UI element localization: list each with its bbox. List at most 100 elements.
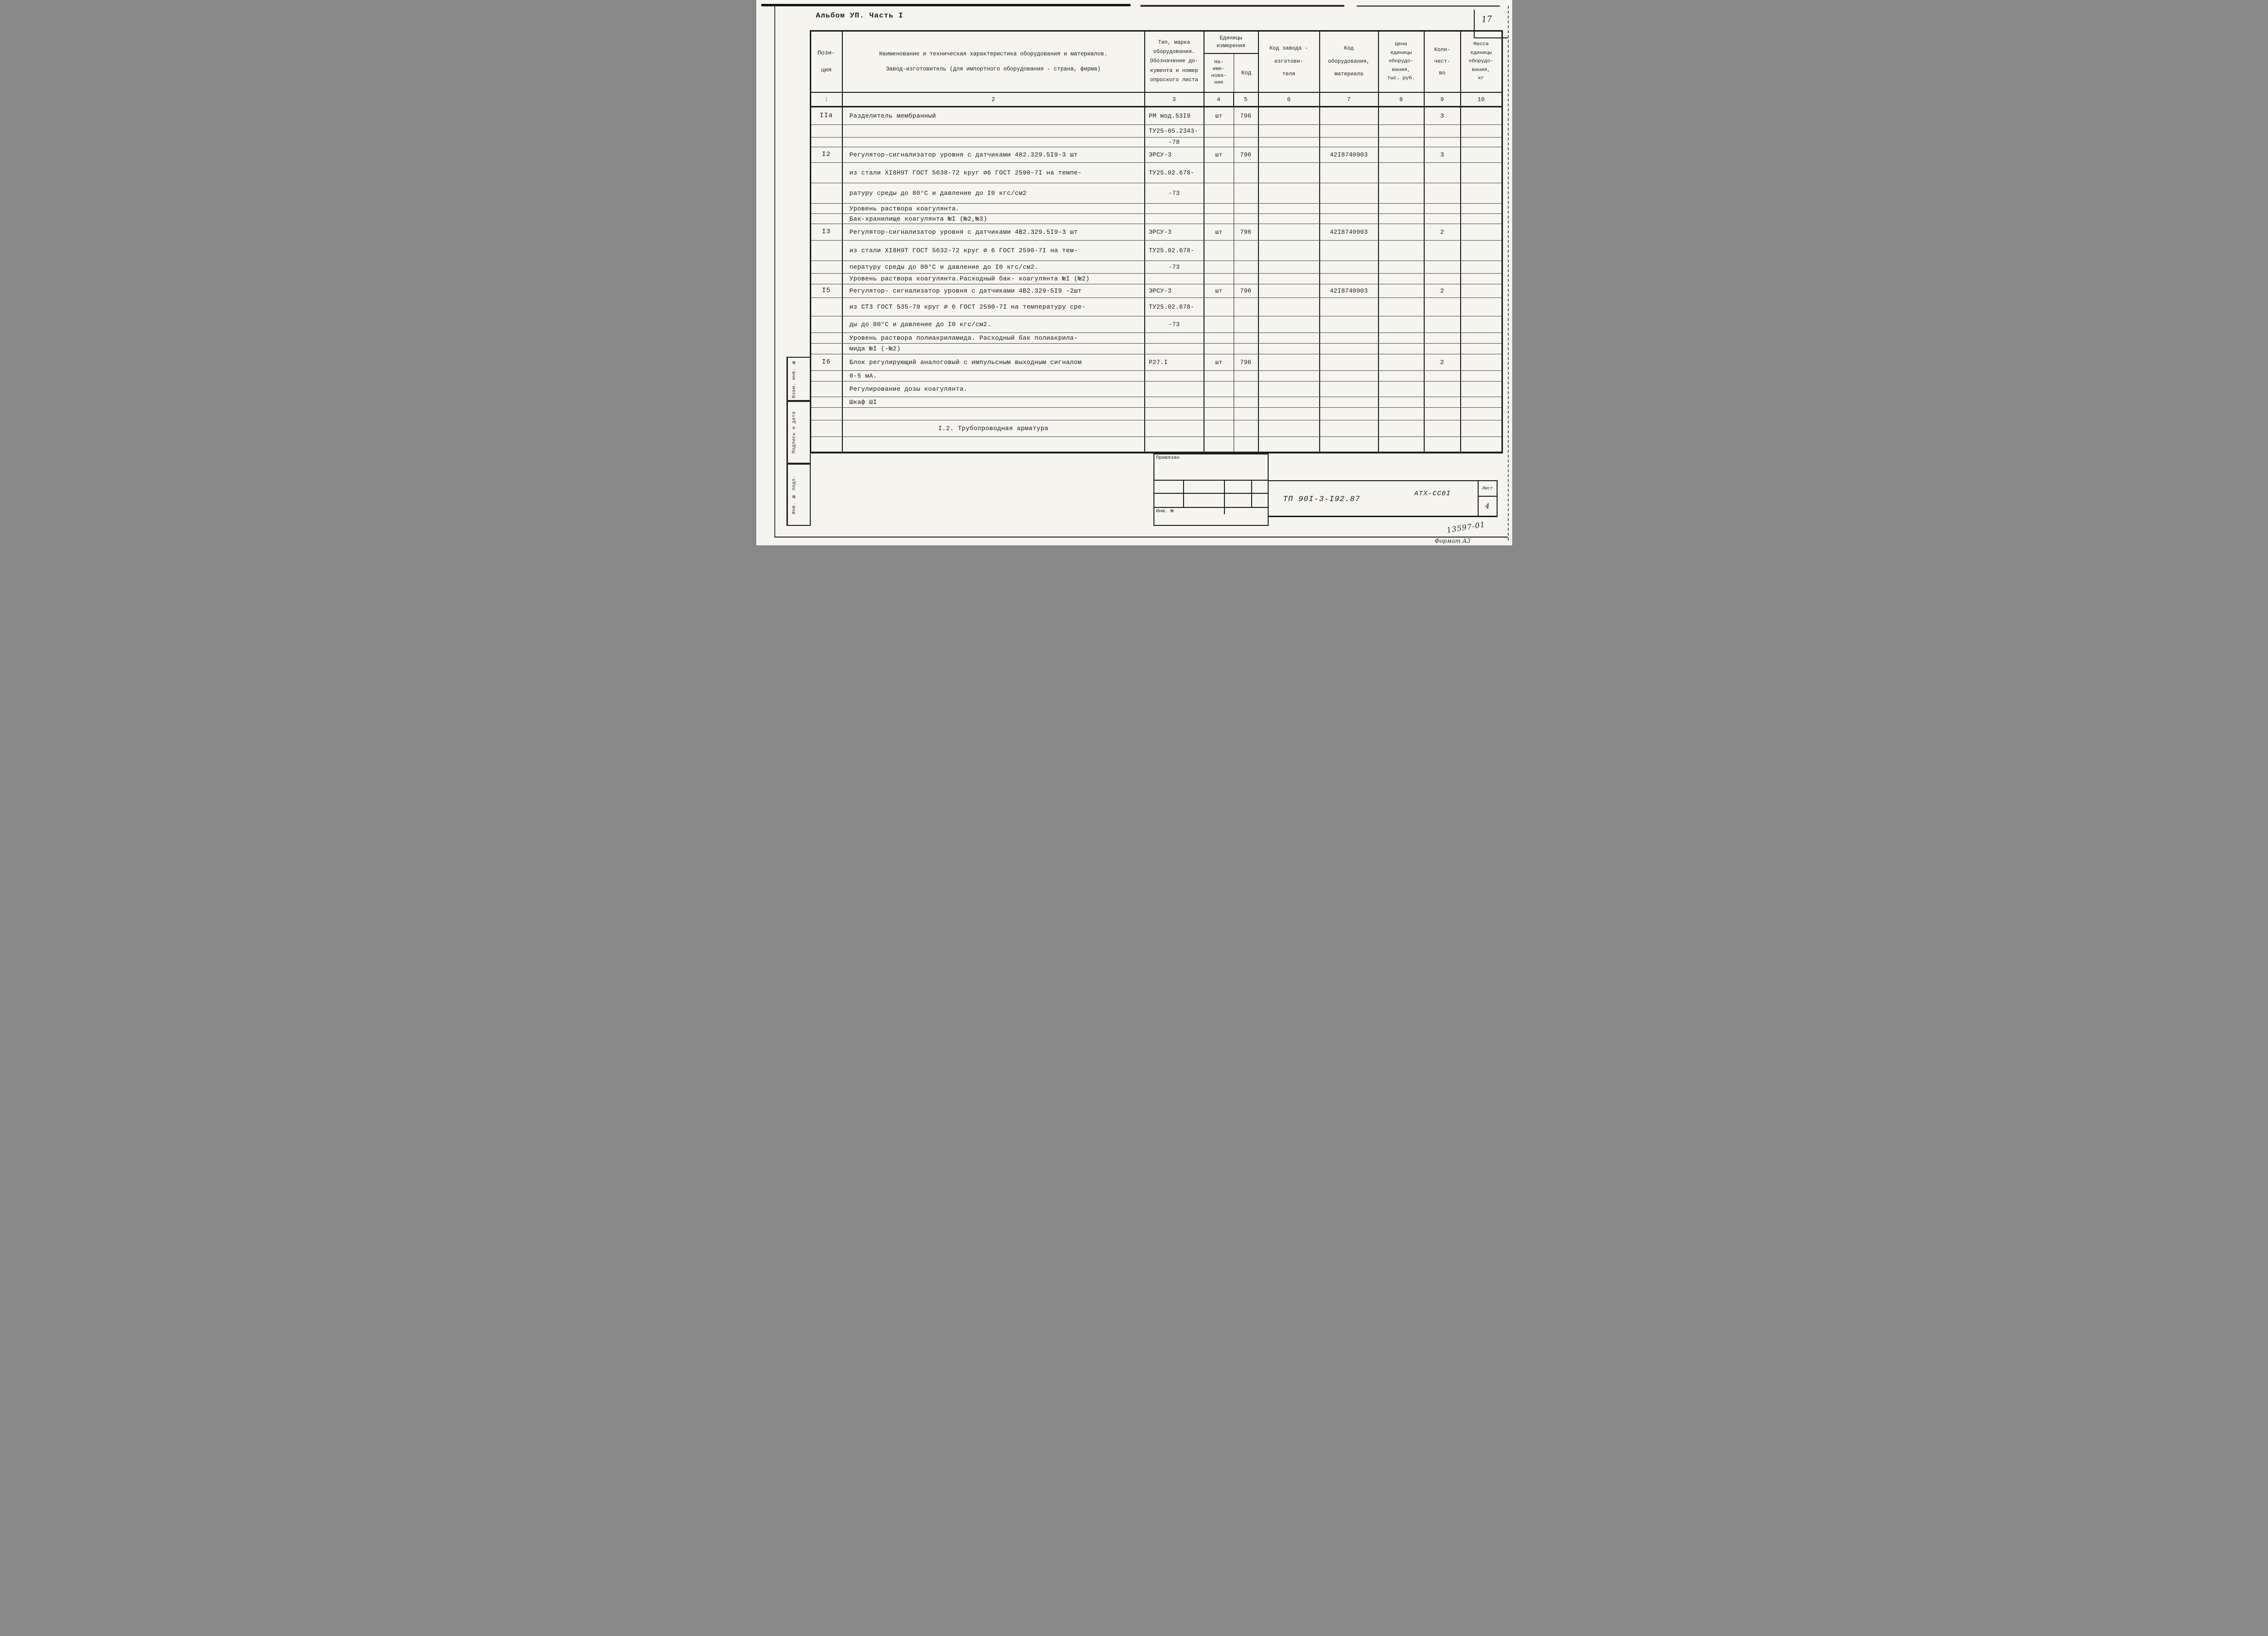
cell-mass xyxy=(1461,344,1501,354)
table-row: ратуру среды до 80°С и давление до I0 кг… xyxy=(811,183,1501,204)
column-number: 5 xyxy=(1234,93,1259,106)
cell-mass xyxy=(1461,354,1501,370)
table-row: -78 xyxy=(811,138,1501,147)
cell-name xyxy=(843,125,1145,137)
table-header-row: Пози- ция Наименование и техническая хар… xyxy=(811,32,1501,93)
col-header-equip-code: Код оборудования, материала xyxy=(1320,32,1379,92)
stamp-row: Привязан xyxy=(1154,454,1268,481)
cell-code xyxy=(1234,382,1259,397)
table-row: IIa Разделитель мембранный РМ мод.53I9 шт 79… xyxy=(811,107,1501,125)
cell-equip xyxy=(1320,214,1379,224)
sheet-label: Лист xyxy=(1478,481,1497,497)
scan-streak xyxy=(1356,5,1500,7)
cell-name: Регулятор- сигнализатор уровня с датчика… xyxy=(843,284,1145,297)
cell-equip xyxy=(1320,316,1379,332)
cell-unit xyxy=(1204,261,1234,273)
cell-name: 0-5 мА. xyxy=(843,371,1145,381)
table-row: I5 Регулятор- сигнализатор уровня с датчи… xyxy=(811,284,1501,298)
column-number: 9 xyxy=(1425,93,1461,106)
column-number: 8 xyxy=(1379,93,1425,106)
cell-equip: 42I8740903 xyxy=(1320,224,1379,240)
cell-name xyxy=(843,437,1145,452)
cell-code: 796 xyxy=(1234,284,1259,297)
cell-name: ды до 80°С и давление до I0 кгс/см2. xyxy=(843,316,1145,332)
table-row: Уровень раствора коагулянта. xyxy=(811,204,1501,214)
cell-unit xyxy=(1204,397,1234,407)
cell-equip xyxy=(1320,344,1379,354)
col-header-unit-group: Единицы измерения На- име- нова- ние Код xyxy=(1204,32,1259,92)
cell-code xyxy=(1234,241,1259,261)
cell-mass xyxy=(1461,397,1501,407)
cell-code xyxy=(1234,344,1259,354)
col-header-name-line1: Наименование и техническая характеристик… xyxy=(879,51,1108,57)
cell-unit xyxy=(1204,274,1234,284)
cell-price xyxy=(1379,224,1425,240)
cell-mass xyxy=(1461,214,1501,224)
cell-equip xyxy=(1320,333,1379,343)
table-row: I6 Блок регулирующий аналоговый с импульс… xyxy=(811,354,1501,371)
table-row: мида №I (-№2) xyxy=(811,344,1501,354)
cell-name: Уровень раствора коагулянта. xyxy=(843,204,1145,213)
title-block: ТП 90I-3-I92.87 АТХ-СС0I Лист 4 xyxy=(1268,480,1498,517)
cell-unit xyxy=(1204,382,1234,397)
cell-plant xyxy=(1259,397,1320,407)
cell-plant xyxy=(1259,437,1320,452)
stamp-cell xyxy=(1184,494,1225,507)
cell-pos xyxy=(811,397,843,407)
column-number: 3 xyxy=(1145,93,1204,106)
cell-unit xyxy=(1204,437,1234,452)
cell-qty xyxy=(1425,382,1461,397)
cell-code: 796 xyxy=(1234,354,1259,370)
stamp-cell xyxy=(1225,494,1252,507)
project-code: АТХ-СС0I xyxy=(1414,490,1451,498)
cell-plant xyxy=(1259,138,1320,147)
cell-unit xyxy=(1204,163,1234,183)
cell-type: ЭРСУ-3 xyxy=(1145,147,1204,162)
cell-pos: IIa xyxy=(811,107,843,124)
cell-equip xyxy=(1320,382,1379,397)
side-label-podpis: Подпись и дата xyxy=(787,402,800,463)
cell-name: из стали ХI8Н9Т ГОСТ 5638-72 круг ∅6 ГОС… xyxy=(843,163,1145,183)
cell-plant xyxy=(1259,420,1320,436)
stamp-row xyxy=(1154,481,1268,494)
cell-mass xyxy=(1461,224,1501,240)
cell-name: пературу среды до 80°С и давление до I0 … xyxy=(843,261,1145,273)
cell-unit: шт xyxy=(1204,224,1234,240)
cell-name: Блок регулирующий аналоговый с импульсны… xyxy=(843,354,1145,370)
cell-qty xyxy=(1425,125,1461,137)
cell-price xyxy=(1379,354,1425,370)
cell-pos xyxy=(811,214,843,224)
cell-qty: 2 xyxy=(1425,284,1461,297)
cell-pos xyxy=(811,316,843,332)
cell-pos xyxy=(811,261,843,273)
cell-qty xyxy=(1425,371,1461,381)
cell-type: -78 xyxy=(1145,138,1204,147)
cell-price xyxy=(1379,420,1425,436)
cell-price xyxy=(1379,408,1425,420)
cell-plant xyxy=(1259,333,1320,343)
spec-table: Пози- ция Наименование и техническая хар… xyxy=(809,30,1503,453)
cell-equip xyxy=(1320,107,1379,124)
cell-name: Бак-хранилище коагулянта №I (№2,№3) xyxy=(843,214,1145,224)
cell-plant xyxy=(1259,274,1320,284)
table-row: I3 Регулятор-сигнализатор уровня с датчик… xyxy=(811,224,1501,241)
cell-plant xyxy=(1259,382,1320,397)
cell-equip xyxy=(1320,408,1379,420)
cell-mass xyxy=(1461,204,1501,213)
cell-pos xyxy=(811,408,843,420)
cell-code xyxy=(1234,371,1259,381)
cell-equip xyxy=(1320,163,1379,183)
format-note: Формат А3 xyxy=(1434,538,1471,544)
cell-qty: 3 xyxy=(1425,107,1461,124)
cell-qty: 2 xyxy=(1425,224,1461,240)
cell-plant xyxy=(1259,125,1320,137)
cell-type: ЭРСУ-3 xyxy=(1145,284,1204,297)
frame-bottom-line xyxy=(774,537,1508,538)
col-header-unit-code: Код xyxy=(1241,70,1252,76)
table-row: Уровень раствора коагулянта.Расходный ба… xyxy=(811,274,1501,284)
cell-qty: 2 xyxy=(1425,354,1461,370)
cell-unit xyxy=(1204,125,1234,137)
cell-plant xyxy=(1259,183,1320,203)
cell-unit xyxy=(1204,241,1234,261)
cell-qty xyxy=(1425,214,1461,224)
